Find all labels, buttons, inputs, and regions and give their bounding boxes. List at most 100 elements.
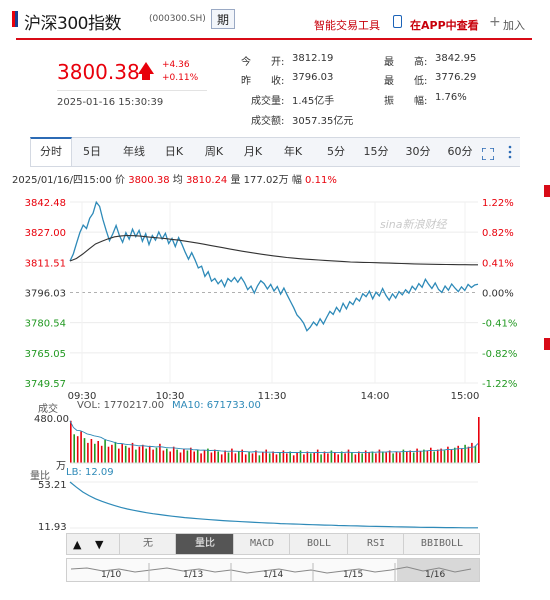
indicator-macd[interactable]: MACD bbox=[233, 534, 290, 554]
volume-bar bbox=[337, 454, 339, 463]
volume-bar bbox=[111, 444, 113, 463]
volume-bar bbox=[395, 451, 398, 463]
scroll-up-icon[interactable]: ▲ bbox=[73, 538, 82, 551]
volume-bar bbox=[296, 452, 298, 463]
phone-icon[interactable] bbox=[393, 15, 402, 28]
volume-bar bbox=[234, 453, 237, 463]
volume-bar bbox=[258, 455, 261, 463]
volume-panel-label: 成交 bbox=[38, 404, 58, 415]
indicator-none[interactable]: 无 bbox=[119, 534, 176, 554]
volume-bar bbox=[299, 450, 302, 463]
pct-tick-label: 1.22% bbox=[482, 198, 514, 209]
scroll-down-icon[interactable]: ▼ bbox=[95, 538, 104, 551]
timeline-date-5: 1/16 bbox=[425, 570, 446, 580]
prev-close-value: 3796.03 bbox=[292, 72, 334, 83]
volume-bar bbox=[217, 451, 219, 463]
volume-bar bbox=[183, 448, 185, 463]
volume-bar bbox=[220, 454, 223, 463]
pct-tick-label: 0.82% bbox=[482, 228, 514, 239]
ratio-axis-bottom: 11.93 bbox=[38, 522, 67, 533]
ratio-chart bbox=[69, 481, 478, 529]
volume-bar bbox=[155, 447, 158, 463]
tab-year-line[interactable]: 年线 bbox=[123, 145, 145, 158]
info-avg-label: 均 bbox=[172, 175, 183, 186]
volume-bar bbox=[100, 445, 103, 464]
volume-bar bbox=[409, 450, 411, 463]
volume-bar bbox=[210, 452, 213, 463]
indicator-bbiboll[interactable]: BBIBOLL bbox=[403, 534, 480, 554]
brand-marker bbox=[12, 11, 18, 27]
lb-text: LB: 12.09 bbox=[66, 467, 114, 478]
volume-bar bbox=[231, 448, 233, 463]
volume-bar bbox=[190, 447, 192, 463]
y-tick-label: 3796.03 bbox=[25, 289, 66, 300]
volume-bar bbox=[292, 455, 295, 463]
ma10-line bbox=[69, 420, 479, 454]
price-change: +4.36 +0.11% bbox=[162, 59, 198, 85]
more-options-icon[interactable] bbox=[507, 144, 513, 160]
volume-bar bbox=[478, 417, 480, 463]
volume-bar bbox=[114, 441, 117, 463]
volume-bar bbox=[347, 449, 350, 463]
x-tick-label: 14:00 bbox=[361, 391, 390, 400]
smart-trade-link[interactable]: 智能交易工具 bbox=[314, 19, 380, 32]
tab-15min[interactable]: 15分 bbox=[363, 145, 389, 158]
volume-bar bbox=[306, 451, 309, 463]
volume-bar bbox=[152, 449, 154, 463]
tab-5day[interactable]: 5日 bbox=[83, 145, 101, 158]
tab-weekly-k[interactable]: 周K bbox=[204, 145, 224, 158]
volume-chart bbox=[69, 417, 480, 464]
indicator-bar: ▲ ▼ 无 量比 MACD BOLL RSI BBIBOLL bbox=[66, 533, 480, 555]
pct-tick-label: 0.00% bbox=[482, 289, 514, 300]
indicator-volume-ratio[interactable]: 量比 bbox=[175, 534, 234, 554]
volume-bar bbox=[142, 444, 144, 463]
up-arrow-icon bbox=[138, 62, 154, 74]
volume-bar bbox=[460, 448, 463, 463]
tab-yearly-k[interactable]: 年K bbox=[283, 145, 303, 158]
tab-30min[interactable]: 30分 bbox=[405, 145, 431, 158]
period-button[interactable]: 期 bbox=[211, 9, 235, 29]
info-avg: 3810.24 bbox=[185, 175, 228, 186]
amplitude-value: 1.76% bbox=[435, 92, 467, 103]
chart-tabs: 分时 5日 年线 日K 周K 月K 年K 5分 15分 30分 60分 bbox=[30, 137, 520, 167]
pct-tick-label: -0.41% bbox=[482, 319, 517, 330]
volume-bar bbox=[107, 446, 110, 463]
info-time: 2025/01/16/四15:00 bbox=[12, 175, 112, 186]
volume-bar bbox=[440, 448, 442, 463]
tab-5min[interactable]: 5分 bbox=[327, 145, 345, 158]
info-vol-label: 量 bbox=[230, 175, 241, 186]
tab-monthly-k[interactable]: 月K bbox=[243, 145, 263, 158]
volume-bar bbox=[399, 452, 401, 463]
volume-bar bbox=[402, 449, 405, 463]
info-vol: 177.02万 bbox=[243, 175, 289, 186]
tab-60min[interactable]: 60分 bbox=[447, 145, 473, 158]
add-watchlist-button[interactable]: 加入 bbox=[503, 19, 525, 32]
volume-bar bbox=[193, 451, 195, 463]
fullscreen-icon[interactable] bbox=[481, 145, 495, 161]
indicator-boll[interactable]: BOLL bbox=[289, 534, 348, 554]
volume-bar bbox=[251, 453, 254, 463]
intraday-chart[interactable]: 3842.48 3827.00 3811.51 3796.03 3780.54 3765.… bbox=[0, 190, 550, 400]
open-label: 今 开: bbox=[241, 57, 285, 68]
timeline-date-1: 1/10 bbox=[101, 570, 122, 580]
quote-datetime: 2025-01-16 15:30:39 bbox=[57, 97, 164, 108]
volume-bar bbox=[124, 445, 127, 464]
tab-intraday[interactable]: 分时 bbox=[30, 137, 72, 166]
volume-axis-unit: 万 bbox=[56, 461, 66, 472]
volume-bar bbox=[454, 447, 456, 463]
plus-icon[interactable]: + bbox=[489, 14, 501, 30]
volume-bar bbox=[450, 449, 453, 463]
volume-label: 成交量: bbox=[251, 96, 285, 107]
volume-bar bbox=[207, 448, 209, 463]
high-label: 最 高: bbox=[384, 57, 428, 68]
x-tick-label: 11:30 bbox=[258, 391, 287, 400]
volume-bar bbox=[159, 443, 161, 463]
tab-daily-k[interactable]: 日K bbox=[164, 145, 184, 158]
turnover-label: 成交额: bbox=[251, 116, 285, 127]
crosshair-info: 2025/01/16/四15:00 价 3800.38 均 3810.24 量 … bbox=[12, 171, 337, 186]
volume-bar bbox=[406, 451, 408, 463]
indicator-rsi[interactable]: RSI bbox=[347, 534, 404, 554]
date-range-navigator[interactable]: 1/10 1/13 1/14 1/15 1/16 bbox=[66, 558, 480, 582]
view-in-app-link[interactable]: 在APP中查看 bbox=[410, 19, 479, 32]
header-divider bbox=[16, 38, 532, 40]
